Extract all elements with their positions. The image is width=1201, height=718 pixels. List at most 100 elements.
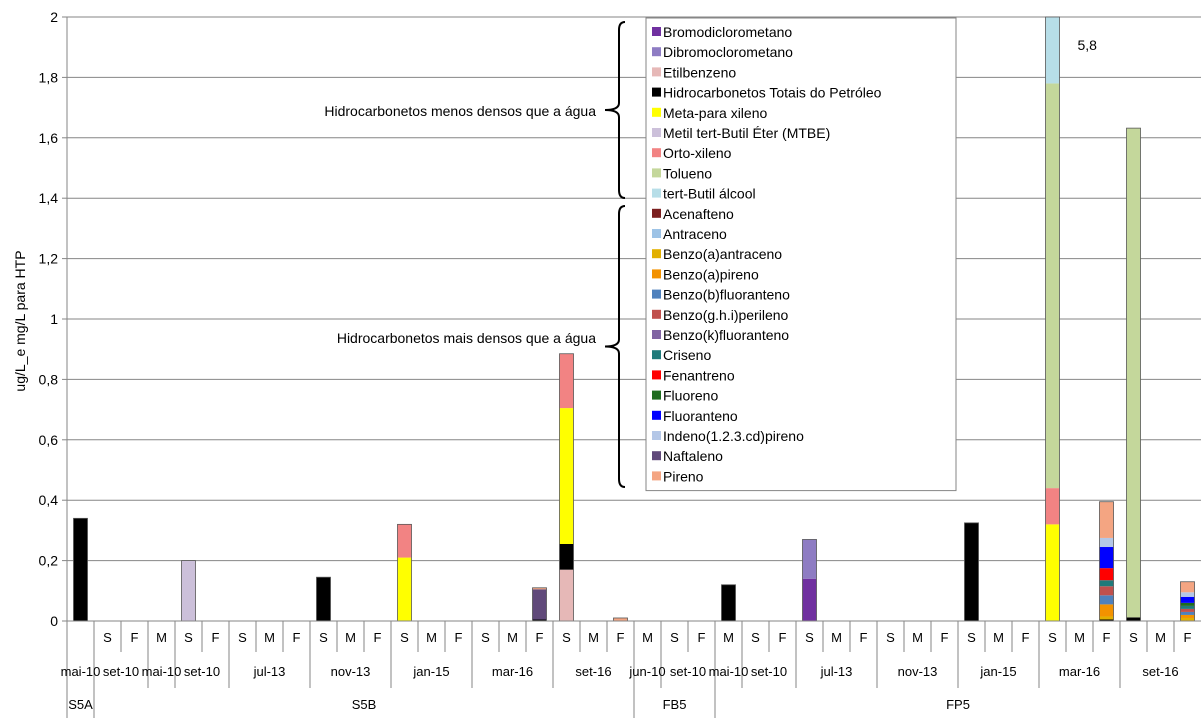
category-label: M bbox=[588, 630, 599, 645]
legend-label: Tolueno bbox=[663, 165, 712, 181]
category-label: F bbox=[455, 630, 463, 645]
bar-segment-hidrocarbonetos-totais-do-petroleo bbox=[532, 619, 547, 621]
date-label: mai-10 bbox=[142, 664, 182, 679]
legend-item-bromodiclorometano: Bromodiclorometano bbox=[652, 24, 792, 40]
bar-segment-orto-xileno bbox=[559, 353, 574, 409]
category-label: F bbox=[698, 630, 706, 645]
legend-item-dibromoclorometano: Dibromoclorometano bbox=[652, 44, 793, 60]
legend-item-criseno: Criseno bbox=[652, 347, 711, 363]
legend-label: Criseno bbox=[663, 347, 711, 363]
legend-swatch bbox=[652, 168, 661, 178]
legend-item-benzo-a-pireno: Benzo(a)pireno bbox=[652, 266, 759, 282]
category-label: M bbox=[723, 630, 734, 645]
legend-label: Bromodiclorometano bbox=[663, 24, 792, 40]
legend-swatch bbox=[652, 229, 661, 238]
legend-item-fluoreno: Fluoreno bbox=[652, 388, 718, 404]
legend-label: Dibromoclorometano bbox=[663, 44, 793, 60]
category-label: F bbox=[131, 630, 139, 645]
bar-segment-indeno-1-2-3-cd-pireno bbox=[1180, 592, 1195, 597]
bar-stack bbox=[802, 539, 817, 622]
legend-item-hidrocarbonetos-totais-do-petroleo: Hidrocarbonetos Totais do Petróleo bbox=[652, 85, 882, 101]
category-label: F bbox=[1184, 630, 1192, 645]
bar-segment-etilbenzeno bbox=[559, 569, 574, 621]
legend-label: Orto-xileno bbox=[663, 145, 732, 161]
category-label: S bbox=[967, 630, 976, 645]
bar-segment-hidrocarbonetos-totais-do-petroleo bbox=[559, 543, 574, 570]
bar-segment-benzo-g-h-i-perileno bbox=[1099, 586, 1114, 596]
date-label: mai-10 bbox=[709, 664, 749, 679]
legend-swatch bbox=[652, 269, 661, 279]
date-label: set-16 bbox=[575, 664, 611, 679]
legend-label: Etilbenzeno bbox=[663, 64, 736, 80]
legend-swatch bbox=[652, 471, 661, 481]
y-tick-label: 1,4 bbox=[39, 190, 59, 206]
category-label: M bbox=[507, 630, 518, 645]
legend-label: Benzo(a)pireno bbox=[663, 266, 759, 282]
date-label: jan-15 bbox=[412, 664, 449, 679]
y-tick-label: 0,6 bbox=[39, 432, 59, 448]
bar-segment-tolueno bbox=[1045, 83, 1060, 489]
category-label: M bbox=[1155, 630, 1166, 645]
date-label: nov-13 bbox=[331, 664, 371, 679]
date-label: set-16 bbox=[1142, 664, 1178, 679]
bar-segment-pireno bbox=[532, 587, 547, 590]
category-label: S bbox=[319, 630, 328, 645]
bar-stack bbox=[181, 560, 196, 622]
date-label: set-10 bbox=[184, 664, 220, 679]
well-label: S5A bbox=[68, 697, 93, 712]
x-axis bbox=[66, 620, 1201, 718]
bar-segment-pireno bbox=[1180, 581, 1195, 593]
category-label: F bbox=[860, 630, 868, 645]
legend-item-tolueno: Tolueno bbox=[652, 165, 712, 181]
legend-label: Benzo(g.h.i)perileno bbox=[663, 307, 789, 323]
legend-swatch bbox=[652, 330, 661, 339]
category-label: S bbox=[481, 630, 490, 645]
bar-stack bbox=[559, 353, 574, 622]
category-label: M bbox=[993, 630, 1004, 645]
legend-item-pireno: Pireno bbox=[652, 468, 704, 484]
legend-swatch bbox=[652, 410, 661, 420]
annotation-more-dense: Hidrocarbonetos mais densos que a água bbox=[337, 330, 596, 346]
bar-stack bbox=[1045, 16, 1060, 622]
category-label: M bbox=[345, 630, 356, 645]
bar-segment-hidrocarbonetos-totais-do-petroleo bbox=[316, 577, 331, 621]
bar-stack bbox=[1099, 501, 1114, 622]
y-tick-label: 2 bbox=[50, 9, 58, 25]
legend-item-naftaleno: Naftaleno bbox=[652, 448, 723, 464]
legend-swatch bbox=[652, 309, 661, 319]
y-tick-label: 0,8 bbox=[39, 371, 59, 387]
category-label: F bbox=[1103, 630, 1111, 645]
category-label: M bbox=[642, 630, 653, 645]
date-label: set-10 bbox=[103, 664, 139, 679]
category-label: F bbox=[212, 630, 220, 645]
category-label: F bbox=[536, 630, 544, 645]
bar-stack bbox=[1126, 127, 1141, 622]
category-label: S bbox=[751, 630, 760, 645]
legend-box bbox=[645, 17, 957, 492]
category-label: F bbox=[779, 630, 787, 645]
annotation-less-dense: Hidrocarbonetos menos densos que a água bbox=[324, 103, 596, 119]
date-label: jun-10 bbox=[628, 664, 665, 679]
category-label: S bbox=[1048, 630, 1057, 645]
legend-item-metil-tert-butil-eter-mtbe: Metil tert-Butil Éter (MTBE) bbox=[652, 125, 830, 141]
y-tick-label: 0,2 bbox=[39, 553, 59, 569]
y-tick-label: 1 bbox=[50, 311, 58, 327]
bar-segment-tolueno bbox=[1126, 128, 1141, 618]
bar-segment-orto-xileno bbox=[1045, 488, 1060, 525]
legend-swatch bbox=[652, 208, 661, 218]
bar-segment-meta-para-xileno bbox=[1045, 524, 1060, 621]
legend-label: Benzo(a)antraceno bbox=[663, 246, 782, 262]
legend-item-orto-xileno: Orto-xileno bbox=[652, 145, 732, 161]
bar-stack bbox=[73, 517, 88, 622]
category-label: M bbox=[912, 630, 923, 645]
category-label: S bbox=[184, 630, 193, 645]
legend-label: Fenantreno bbox=[663, 367, 735, 383]
legend-swatch bbox=[652, 148, 661, 158]
category-label: S bbox=[103, 630, 112, 645]
bar-segment-benzo-a-antraceno bbox=[1180, 617, 1195, 621]
y-tick-label: 1,6 bbox=[39, 130, 59, 146]
legend-swatch bbox=[652, 188, 661, 198]
bar-segment-hidrocarbonetos-totais-do-petroleo bbox=[964, 522, 979, 621]
y-tick-label: 1,8 bbox=[39, 69, 59, 85]
legend-item-fenantreno: Fenantreno bbox=[652, 367, 735, 383]
